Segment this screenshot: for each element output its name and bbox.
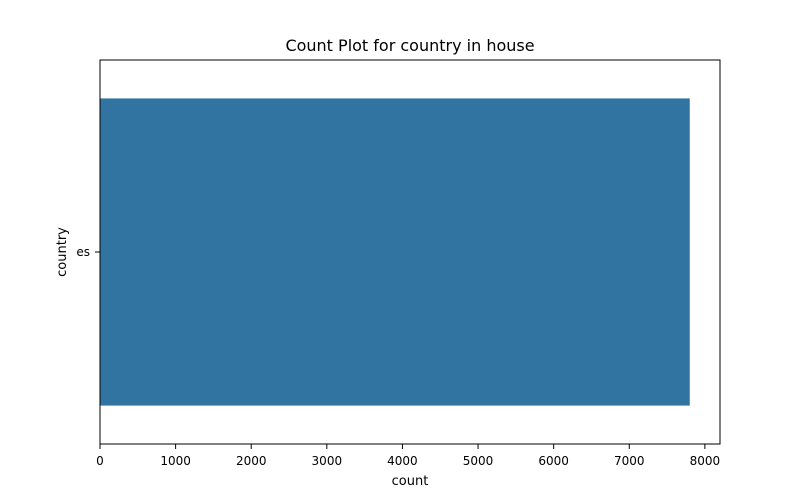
bar-es <box>100 98 690 406</box>
x-tick-label: 0 <box>96 454 104 468</box>
bars-layer <box>100 98 690 406</box>
y-tick-label: es <box>76 245 90 259</box>
x-tick-label: 2000 <box>236 454 267 468</box>
x-tick-label: 1000 <box>160 454 191 468</box>
x-tick-label: 7000 <box>614 454 645 468</box>
x-tick-label: 4000 <box>387 454 418 468</box>
x-tick-label: 8000 <box>690 454 721 468</box>
chart-title: Count Plot for country in house <box>285 36 534 55</box>
x-tick-label: 3000 <box>312 454 343 468</box>
x-tick-label: 6000 <box>538 454 569 468</box>
y-axis-label: country <box>55 227 70 277</box>
x-axis-ticks: 0 1000 2000 3000 4000 5000 6000 7000 8000 <box>96 444 720 468</box>
x-axis-label: count <box>392 474 429 489</box>
x-tick-label: 5000 <box>463 454 494 468</box>
y-axis-ticks: es <box>76 245 100 259</box>
